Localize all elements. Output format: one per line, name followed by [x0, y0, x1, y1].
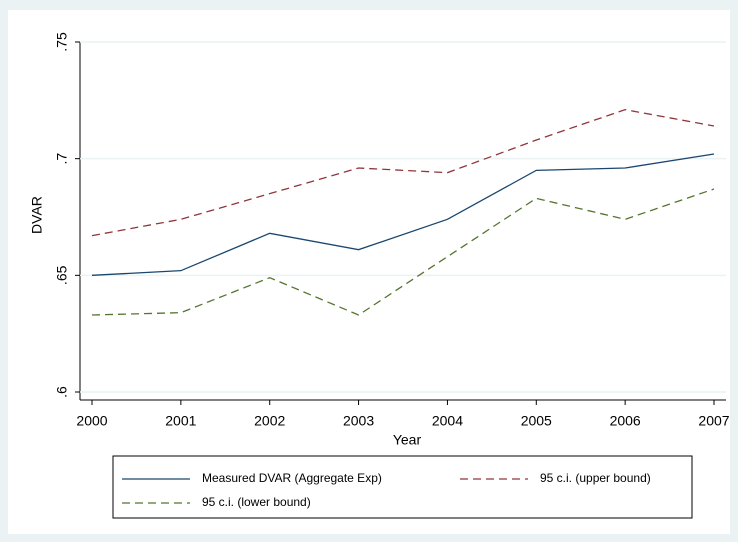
x-tick-label: 2003: [343, 413, 374, 429]
graph-region: [8, 10, 730, 534]
x-tick-label: 2004: [432, 413, 463, 429]
x-tick-label: 2007: [698, 413, 729, 429]
x-tick-label: 2006: [610, 413, 641, 429]
series-line: [91, 188, 715, 316]
series-line: [91, 153, 715, 276]
legend-box: [112, 455, 693, 519]
x-tick-label: 2000: [76, 413, 107, 429]
legend-label: 95 c.i. (lower bound): [202, 495, 311, 509]
y-tick-label: .65: [54, 265, 70, 285]
y-tick-label: .7: [54, 153, 70, 165]
legend: Measured DVAR (Aggregate Exp) 95 c.i. (up…: [112, 455, 693, 519]
y-axis-title: DVAR: [29, 196, 45, 234]
x-tick-label: 2001: [165, 413, 196, 429]
legend-label: 95 c.i. (upper bound): [540, 471, 651, 485]
x-tick-label: 2005: [521, 413, 552, 429]
x-tick-label: 2002: [254, 413, 285, 429]
y-tick-label: .6: [54, 386, 70, 398]
series-line: [91, 108, 715, 237]
x-axis-title: Year: [393, 432, 422, 448]
legend-label: Measured DVAR (Aggregate Exp): [202, 471, 382, 485]
y-tick-label: .75: [54, 32, 70, 52]
